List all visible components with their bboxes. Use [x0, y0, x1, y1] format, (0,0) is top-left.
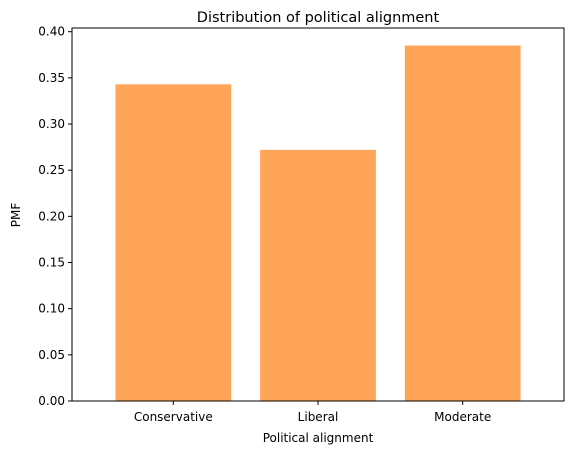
- bar-liberal: [260, 149, 376, 401]
- y-tick-label: 0.20: [38, 209, 65, 223]
- y-axis-label: PMF: [9, 203, 23, 228]
- plot-frame: [71, 27, 565, 402]
- y-tick-label: 0.10: [38, 302, 65, 316]
- y-tick-label: 0.40: [38, 25, 65, 39]
- x-axis: Conservative Liberal Moderate: [134, 401, 491, 424]
- bars-group: [115, 45, 521, 401]
- y-tick-label: 0.35: [38, 71, 65, 85]
- chart-title: Distribution of political alignment: [197, 10, 440, 26]
- y-tick-label: 0.30: [38, 117, 65, 131]
- y-tick-label: 0.15: [38, 256, 65, 270]
- x-tick-label: Conservative: [134, 410, 213, 424]
- y-axis: 0.00 0.05 0.10 0.15 0.20 0.25 0.30 0.35 0.40: [38, 25, 72, 408]
- x-tick-label: Liberal: [298, 410, 339, 424]
- x-tick-label: Moderate: [434, 410, 491, 424]
- y-tick-label: 0.00: [38, 394, 65, 408]
- bar-moderate: [404, 45, 521, 401]
- bar-conservative: [115, 84, 232, 401]
- y-tick-label: 0.25: [38, 163, 65, 177]
- x-axis-label: Political alignment: [263, 431, 374, 445]
- y-tick-label: 0.05: [38, 348, 65, 362]
